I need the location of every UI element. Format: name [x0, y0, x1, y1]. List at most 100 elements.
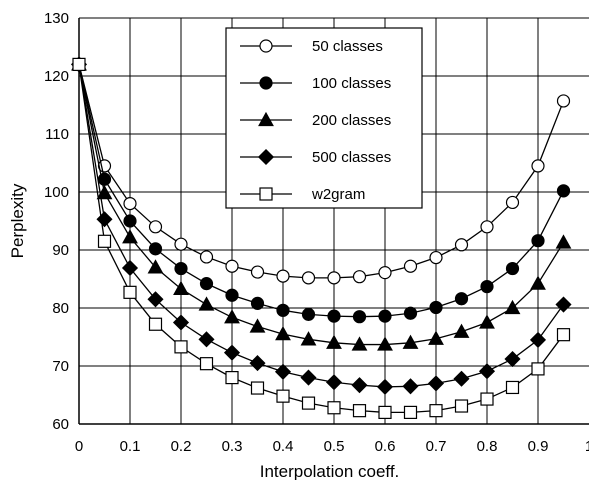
data-point — [123, 214, 137, 228]
data-point — [148, 220, 163, 234]
data-point — [429, 404, 443, 418]
data-point — [504, 350, 521, 368]
x-tick-label: 0.1 — [120, 438, 141, 455]
data-point — [505, 195, 520, 210]
x-tick-label: 0 — [75, 438, 83, 455]
y-tick-label: 130 — [44, 10, 69, 27]
data-point — [531, 234, 545, 248]
series-lines — [70, 56, 572, 419]
data-point — [225, 371, 239, 385]
x-tick-label: 0.3 — [222, 438, 243, 455]
data-point — [453, 323, 470, 338]
data-point — [556, 184, 571, 198]
data-point — [173, 280, 189, 295]
data-point — [275, 325, 291, 341]
data-point — [147, 291, 164, 308]
data-point — [555, 296, 572, 313]
legend-marker — [259, 39, 273, 53]
data-point — [352, 404, 367, 418]
data-point — [199, 357, 214, 371]
data-point — [148, 242, 163, 256]
data-point — [479, 314, 495, 329]
data-point — [378, 405, 392, 419]
legend-label: w2gram — [311, 186, 365, 203]
x-tick-label: 0.9 — [528, 438, 549, 455]
y-axis-label: Perplexity — [8, 183, 27, 258]
legend-marker — [259, 76, 273, 90]
legend-marker — [259, 187, 273, 201]
data-point — [300, 331, 317, 346]
y-tick-label: 120 — [44, 68, 69, 85]
data-point — [478, 363, 496, 380]
data-point — [174, 261, 188, 276]
data-point — [72, 57, 86, 72]
legend-marker — [257, 148, 275, 166]
data-point — [555, 234, 572, 249]
data-point — [402, 378, 419, 395]
data-point — [505, 261, 520, 276]
data-point — [199, 277, 214, 291]
data-point — [276, 269, 290, 283]
legend-box — [225, 27, 423, 209]
data-point — [326, 334, 342, 349]
data-point — [301, 396, 316, 410]
data-point — [428, 330, 444, 345]
x-tick-label: 0.8 — [477, 438, 498, 455]
data-point — [378, 309, 392, 323]
x-tick-label: 1 — [585, 438, 589, 455]
data-point — [454, 292, 469, 306]
data-point — [301, 307, 316, 321]
data-point — [223, 344, 241, 361]
legend-marker — [258, 111, 274, 127]
y-tick-label: 70 — [52, 358, 69, 375]
data-point — [97, 234, 112, 248]
data-point — [403, 405, 418, 419]
data-point — [531, 362, 545, 376]
data-point — [429, 300, 443, 315]
x-axis-label: Interpolation coeff. — [260, 462, 400, 480]
data-point — [454, 238, 469, 252]
data-point — [480, 279, 494, 294]
data-point — [198, 296, 215, 311]
data-point — [122, 229, 138, 244]
data-point — [121, 259, 139, 277]
data-point — [224, 309, 240, 324]
data-point — [147, 259, 164, 274]
data-point — [480, 392, 494, 406]
y-tick-label: 100 — [44, 184, 69, 201]
x-tick-label: 0.4 — [273, 438, 294, 455]
data-point — [378, 266, 392, 280]
data-point — [172, 314, 190, 331]
data-point — [225, 288, 239, 302]
data-point — [352, 270, 367, 284]
legend-entry: 50 classes — [240, 38, 383, 55]
data-point — [123, 285, 137, 299]
legend-label: 200 classes — [312, 112, 391, 129]
data-point — [174, 340, 188, 354]
data-point — [377, 336, 393, 351]
x-tick-label: 0.5 — [324, 438, 345, 455]
data-point — [504, 299, 521, 315]
data-point — [351, 377, 368, 394]
data-point — [274, 363, 292, 380]
legend-entry: 200 classes — [240, 111, 391, 129]
data-point — [427, 375, 445, 392]
y-tick-label: 60 — [52, 416, 69, 433]
data-point — [403, 306, 418, 320]
legend: 50 classes 100 classes 200 classes 500 clas… — [225, 27, 423, 209]
data-point — [351, 336, 368, 351]
x-tick-label: 0.7 — [426, 438, 447, 455]
data-point — [123, 197, 137, 211]
data-point — [376, 378, 394, 395]
data-point — [530, 275, 546, 290]
data-point — [250, 296, 265, 310]
tick-labels: 0 0.1 0.2 0.3 0.4 0.5 0.6 0.7 0.8 0.9 1 60 70 80 90 100… — [44, 10, 589, 455]
data-point — [225, 259, 239, 273]
data-point — [301, 271, 316, 285]
data-point — [325, 374, 343, 391]
data-point — [402, 334, 419, 349]
legend-label: 100 classes — [312, 75, 391, 92]
data-point — [529, 331, 547, 348]
data-point — [403, 259, 418, 273]
y-tick-label: 80 — [52, 300, 69, 317]
